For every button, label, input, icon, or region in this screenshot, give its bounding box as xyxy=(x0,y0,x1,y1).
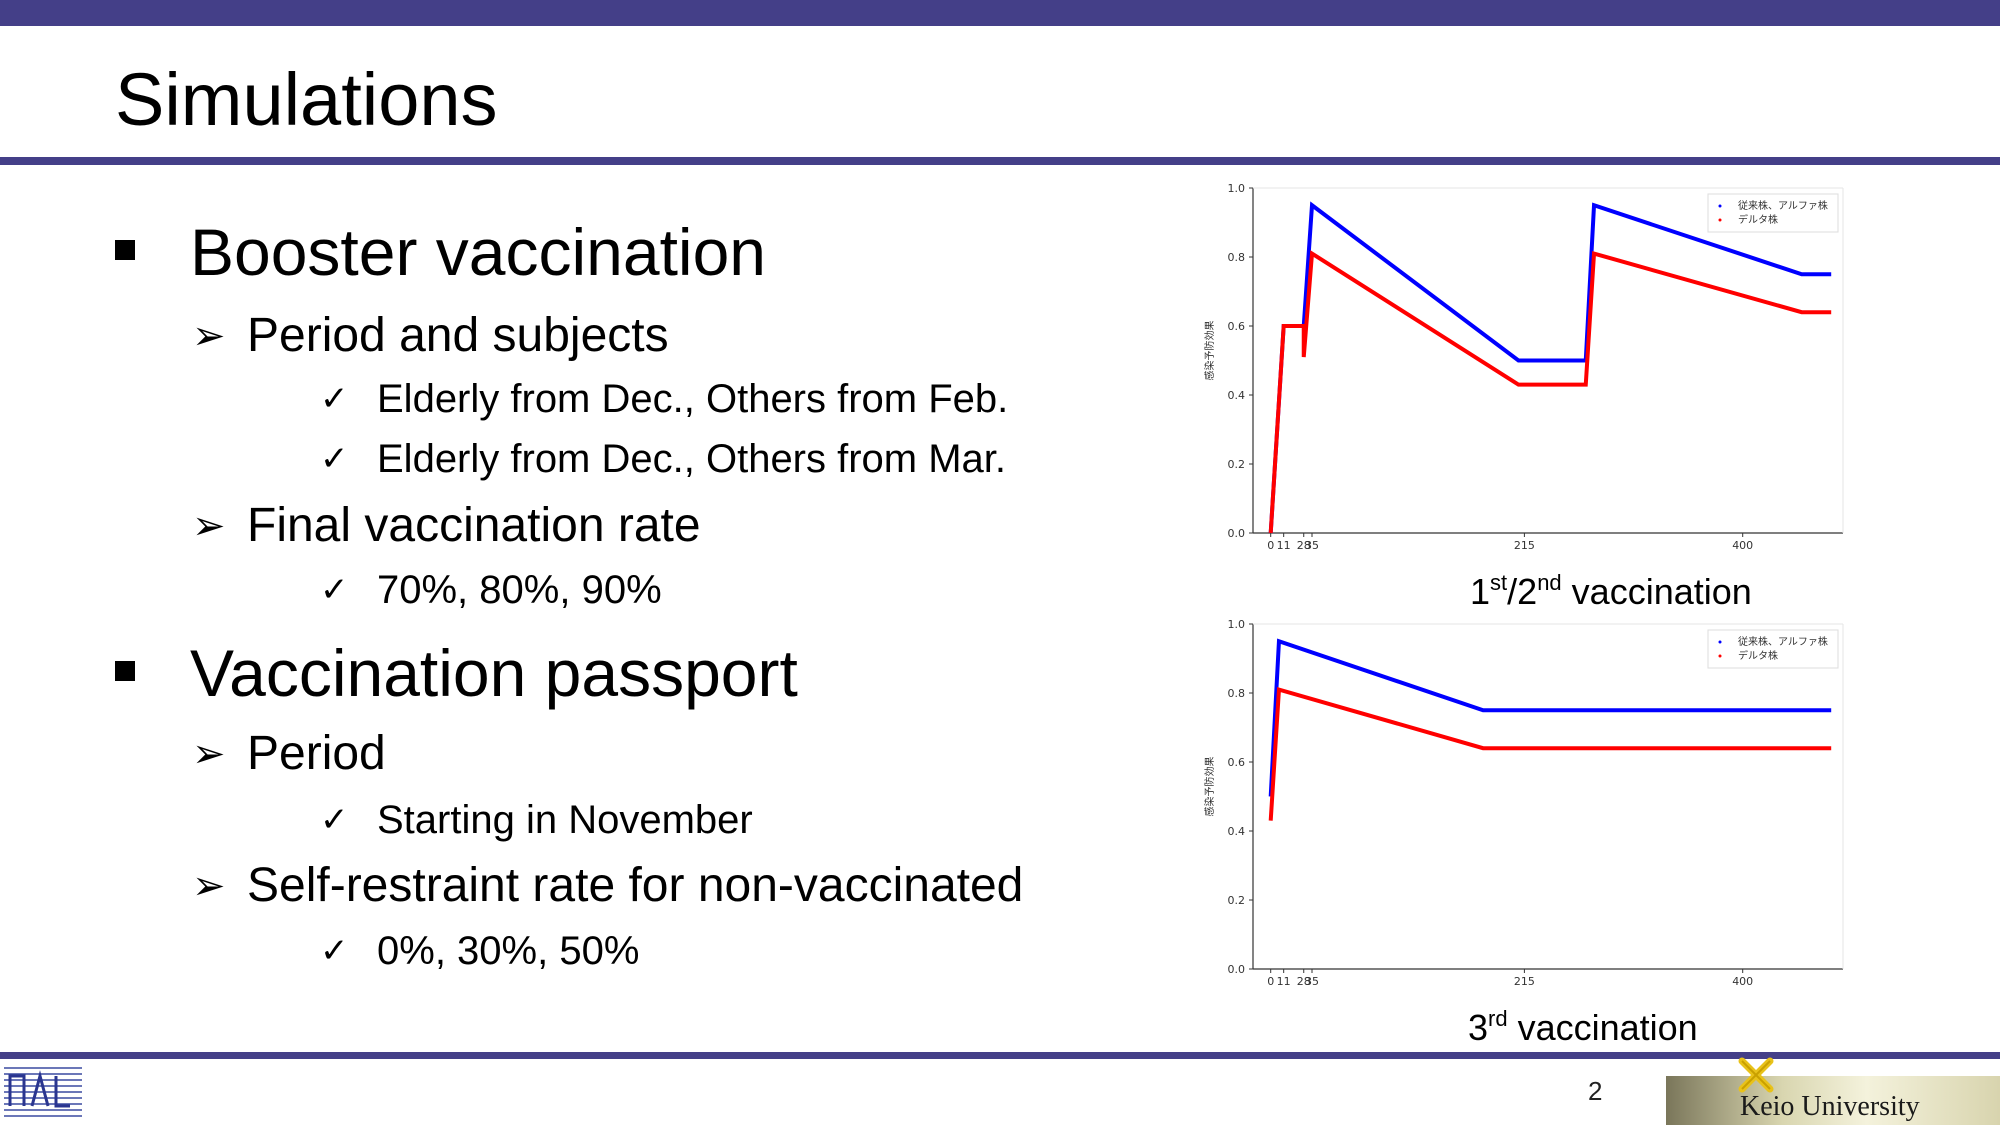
series-line xyxy=(1268,250,1832,534)
top-accent-bar xyxy=(0,0,2000,26)
legend-box xyxy=(1707,193,1839,233)
section-heading: Booster vaccination xyxy=(190,215,766,289)
subitem-text: 0%, 30%, 50% xyxy=(377,929,640,973)
pen-emblem-icon xyxy=(1738,1057,1774,1093)
university-name: Keio University xyxy=(1740,1091,1920,1122)
title-divider xyxy=(0,157,2000,165)
legend-label: 従来株、アルファ株 xyxy=(1738,635,1828,648)
item-label: Period and subjects xyxy=(247,309,669,362)
y-tick-label: 0.6 xyxy=(1228,320,1246,333)
y-tick-label: 0.8 xyxy=(1228,687,1246,700)
arrow-bullet-icon: ➢ xyxy=(192,863,226,909)
square-bullet-icon xyxy=(115,661,135,681)
x-tick-label: 35 xyxy=(1305,539,1319,552)
y-tick-label: 0.6 xyxy=(1228,756,1246,769)
x-tick-label: 35 xyxy=(1305,975,1319,988)
chart-caption-3rd: 3rd vaccination xyxy=(1468,1006,1698,1048)
y-tick-label: 0.2 xyxy=(1228,894,1246,907)
subitem-text: Starting in November xyxy=(377,798,753,842)
legend-label: デルタ株 xyxy=(1738,649,1778,662)
item-label: Final vaccination rate xyxy=(247,499,701,552)
checkmark-icon: ✓ xyxy=(320,800,349,840)
y-tick-label: 0.0 xyxy=(1228,527,1246,540)
y-tick-label: 0.8 xyxy=(1228,251,1246,264)
legend-label: デルタ株 xyxy=(1738,213,1778,226)
chart-1st-2nd-vaccination: 0.0 0.2 0.4 0.6 0.8 1.0 0 11 28 35 215 400 感染予防効果 従来株… xyxy=(1195,180,1865,590)
legend-marker xyxy=(1718,218,1722,222)
chart-caption-1st-2nd: 1st/2nd vaccination xyxy=(1470,570,1752,612)
legend-marker xyxy=(1718,204,1722,208)
x-tick-label: 28 xyxy=(1297,539,1311,552)
legend-marker xyxy=(1718,654,1722,658)
x-tick-label: 215 xyxy=(1514,539,1535,552)
arrow-bullet-icon: ➢ xyxy=(192,731,226,777)
page-number: 2 xyxy=(1588,1076,1603,1106)
checkmark-icon: ✓ xyxy=(320,379,349,419)
x-tick-label: 11 xyxy=(1277,975,1291,988)
y-tick-label: 1.0 xyxy=(1228,182,1246,195)
legend-marker xyxy=(1718,640,1722,644)
checkmark-icon: ✓ xyxy=(320,931,349,971)
section-heading: Vaccination passport xyxy=(190,636,798,710)
x-tick-label: 215 xyxy=(1514,975,1535,988)
arrow-bullet-icon: ➢ xyxy=(192,503,226,549)
university-banner: Keio University xyxy=(1666,1076,2000,1125)
legend-label: 従来株、アルファ株 xyxy=(1738,199,1828,212)
arrow-bullet-icon: ➢ xyxy=(192,313,226,359)
x-tick-label: 28 xyxy=(1297,975,1311,988)
x-tick-label: 0 xyxy=(1267,539,1274,552)
lab-logo-icon xyxy=(4,1067,82,1117)
series-line xyxy=(1268,686,1832,821)
checkmark-icon: ✓ xyxy=(320,439,349,479)
y-tick-label: 1.0 xyxy=(1228,618,1246,631)
subitem-text: Elderly from Dec., Others from Feb. xyxy=(377,377,1009,421)
y-axis-label: 感染予防効果 xyxy=(1203,757,1216,817)
series-line xyxy=(1268,201,1832,534)
y-tick-label: 0.4 xyxy=(1228,825,1246,838)
square-bullet-icon xyxy=(115,240,135,260)
item-label: Period xyxy=(247,727,386,780)
slide-title: Simulations xyxy=(115,58,498,141)
bottom-accent-bar xyxy=(0,1052,2000,1059)
y-tick-label: 0.0 xyxy=(1228,963,1246,976)
y-axis-label: 感染予防効果 xyxy=(1203,321,1216,381)
series-line xyxy=(1268,638,1832,797)
subitem-text: Elderly from Dec., Others from Mar. xyxy=(377,437,1007,481)
x-tick-label: 0 xyxy=(1267,975,1274,988)
y-tick-label: 0.2 xyxy=(1228,458,1246,471)
x-tick-label: 400 xyxy=(1732,975,1753,988)
subitem-text: 70%, 80%, 90% xyxy=(377,568,662,612)
y-tick-label: 0.4 xyxy=(1228,389,1246,402)
x-tick-label: 400 xyxy=(1732,539,1753,552)
legend-box xyxy=(1707,629,1839,669)
checkmark-icon: ✓ xyxy=(320,570,349,610)
chart-3rd-vaccination: 0.0 0.2 0.4 0.6 0.8 1.0 0 11 28 35 215 400 感染予防効果 従来株… xyxy=(1195,616,1865,1026)
item-label: Self-restraint rate for non-vaccinated xyxy=(247,859,1024,912)
x-tick-label: 11 xyxy=(1277,539,1291,552)
